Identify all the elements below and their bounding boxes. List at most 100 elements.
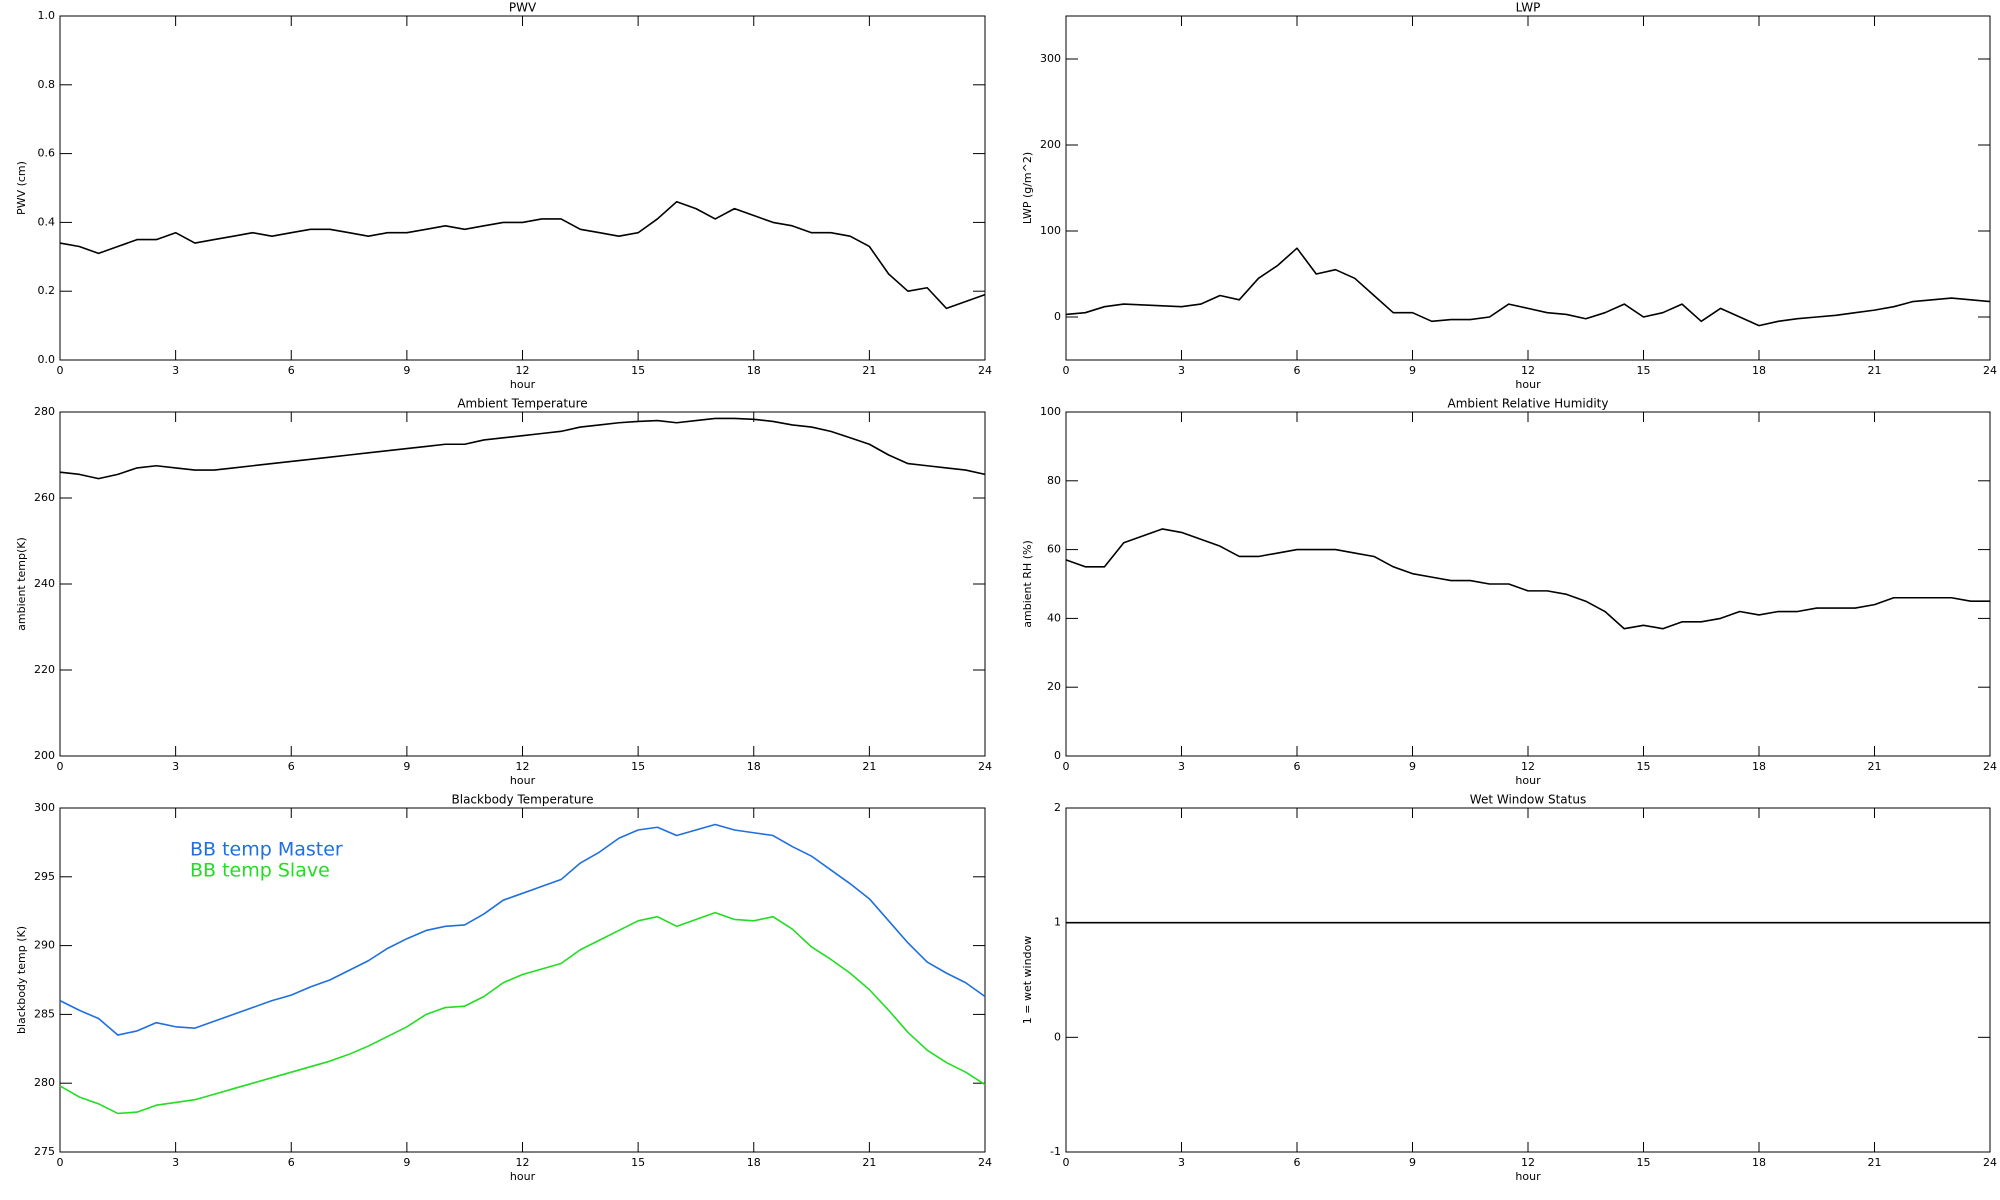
x-tick-label: 21	[862, 760, 876, 773]
x-tick-label: 12	[1521, 1156, 1535, 1169]
x-tick-label: 12	[516, 1156, 530, 1169]
x-tick-label: 12	[1521, 364, 1535, 377]
y-tick-label: 80	[1047, 474, 1061, 487]
x-tick-label: 21	[1868, 760, 1882, 773]
x-axis-label: hour	[1515, 1170, 1541, 1183]
panel-title: LWP	[1516, 1, 1541, 15]
x-tick-label: 12	[516, 760, 530, 773]
x-tick-label: 15	[631, 760, 645, 773]
y-tick-label: 300	[34, 801, 55, 814]
y-tick-label: 60	[1047, 543, 1061, 556]
x-axis-label: hour	[510, 378, 536, 391]
data-line	[1065, 528, 1990, 630]
x-tick-label: 9	[403, 364, 410, 377]
y-tick-label: 280	[34, 1076, 55, 1089]
x-axis-label: hour	[510, 1170, 536, 1183]
x-tick-label: 18	[1752, 1156, 1766, 1169]
x-tick-label: 24	[1983, 1156, 1997, 1169]
panel-title: Wet Window Status	[1470, 793, 1586, 807]
data-line	[1065, 247, 1991, 327]
y-tick-label: 100	[1040, 224, 1061, 237]
y-tick-label: 240	[34, 577, 55, 590]
x-tick-label: 18	[1752, 364, 1766, 377]
y-tick-label: 285	[34, 1007, 55, 1020]
x-tick-label: 9	[1409, 364, 1416, 377]
x-tick-label: 24	[1983, 364, 1997, 377]
plot-frame	[59, 15, 986, 361]
x-tick-label: 3	[172, 1156, 179, 1169]
x-tick-label: 0	[57, 1156, 64, 1169]
x-tick-label: 0	[1063, 364, 1070, 377]
x-tick-label: 3	[172, 364, 179, 377]
y-tick-label: 290	[34, 939, 55, 952]
plot-frame	[1065, 807, 1991, 1153]
plot-frame	[59, 411, 986, 757]
x-tick-label: 12	[1521, 760, 1535, 773]
y-tick-label: 200	[34, 749, 55, 762]
x-tick-label: 3	[1178, 364, 1185, 377]
x-tick-label: 3	[172, 760, 179, 773]
y-tick-label: 0.0	[38, 353, 56, 366]
legend-entry: BB temp Slave	[190, 860, 330, 882]
y-tick-label: 0.2	[38, 284, 56, 297]
y-tick-label: -1	[1050, 1145, 1061, 1158]
plot-frame	[1065, 411, 1991, 757]
x-tick-label: 6	[288, 760, 295, 773]
panel: Ambient Relative Humidity hour ambient RH …	[1021, 397, 1997, 788]
data-line	[59, 417, 986, 480]
y-tick-label: 220	[34, 663, 55, 676]
x-axis-label: hour	[510, 774, 536, 787]
x-tick-label: 3	[1178, 1156, 1185, 1169]
y-tick-label: 2	[1054, 801, 1061, 814]
legend-entry: BB temp Master	[190, 839, 343, 861]
y-tick-label: 0.4	[38, 215, 56, 228]
x-tick-label: 15	[631, 1156, 645, 1169]
x-tick-label: 0	[57, 364, 64, 377]
x-tick-label: 24	[1983, 760, 1997, 773]
x-tick-label: 6	[1294, 364, 1301, 377]
y-tick-label: 275	[34, 1145, 55, 1158]
y-tick-label: 0	[1054, 1030, 1061, 1043]
x-tick-label: 18	[1752, 760, 1766, 773]
x-tick-label: 6	[1294, 1156, 1301, 1169]
x-tick-label: 15	[631, 364, 645, 377]
x-tick-label: 15	[1637, 364, 1651, 377]
y-tick-label: 1.0	[38, 9, 56, 22]
data-line	[59, 200, 986, 310]
y-axis-label: blackbody temp (K)	[15, 926, 28, 1034]
panel: Blackbody Temperature hour blackbody temp …	[15, 793, 992, 1184]
x-tick-label: 9	[1409, 760, 1416, 773]
x-tick-label: 6	[288, 1156, 295, 1169]
panel-title: Ambient Relative Humidity	[1448, 397, 1609, 411]
x-tick-label: 12	[516, 364, 530, 377]
x-tick-label: 21	[862, 1156, 876, 1169]
panel-title: Blackbody Temperature	[452, 793, 594, 807]
panel: LWP hour LWP (g/m^2) 0 3 6 9 12 15 18 21 24 0 100 200 3…	[1021, 1, 1997, 392]
panel: PWV hour PWV (cm) 0 3 6 9 12 15 18 21 24 0.0 0.2 0.4 0.…	[15, 1, 992, 392]
y-tick-label: 280	[34, 405, 55, 418]
x-tick-label: 0	[57, 760, 64, 773]
panel: Ambient Temperature hour ambient temp(K) 0 3…	[15, 397, 992, 788]
x-tick-label: 6	[288, 364, 295, 377]
x-tick-label: 9	[403, 760, 410, 773]
x-tick-label: 24	[978, 364, 992, 377]
x-tick-label: 21	[1868, 1156, 1882, 1169]
y-tick-label: 0.8	[38, 78, 56, 91]
y-axis-label: LWP (g/m^2)	[1021, 152, 1034, 224]
x-tick-label: 0	[1063, 760, 1070, 773]
x-tick-label: 15	[1637, 1156, 1651, 1169]
x-tick-label: 18	[747, 364, 761, 377]
panel: Wet Window Status hour 1 = wet window 0 3 6 9 1…	[1021, 793, 1997, 1184]
y-tick-label: 0	[1054, 310, 1061, 323]
x-tick-label: 21	[1868, 364, 1882, 377]
x-axis-label: hour	[1515, 378, 1541, 391]
x-tick-label: 0	[1063, 1156, 1070, 1169]
x-tick-label: 21	[862, 364, 876, 377]
x-tick-label: 6	[1294, 760, 1301, 773]
y-tick-label: 0.6	[38, 147, 56, 160]
panel-title: PWV	[509, 1, 537, 15]
data-line	[59, 823, 986, 1036]
y-tick-label: 100	[1040, 405, 1061, 418]
